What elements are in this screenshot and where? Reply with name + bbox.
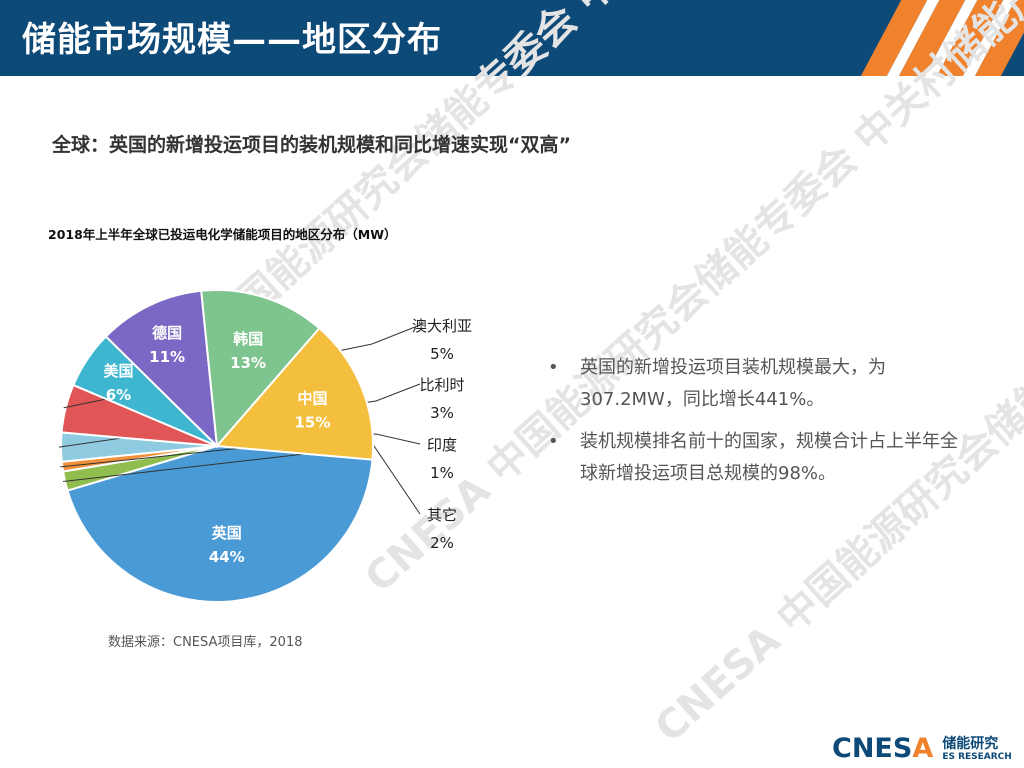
logo-mark: CNESA [832,733,934,764]
bullet-dot: • [548,431,559,452]
logo-cn: 储能研究 [942,735,999,752]
pie-slice [66,444,374,603]
slice-value-label: 44% [209,548,245,566]
slice-name-label: 英国 [212,524,242,542]
slice-value-label: 1% [430,464,454,482]
slice-name-label: 比利时 [419,376,464,394]
slice-name-label: 澳大利亚 [412,317,472,335]
header-banner: 储能市场规模——地区分布 [0,0,1024,76]
bullet-text: 装机规模排名前十的国家，规模合计占上半年全球新增投运项目总规模的98%。 [580,431,958,484]
slice-value-label: 2% [430,534,454,552]
leader-line [60,433,421,468]
bullet-item: • 英国的新增投运项目装机规模最大，为307.2MW，同比增长441%。 [548,352,968,416]
pie-slice [104,289,219,449]
logo-en: ES RESEARCH [942,751,1012,762]
slice-value-label: 3% [430,404,454,422]
bullet-dot: • [548,357,559,378]
bullet-item: • 装机规模排名前十的国家，规模合计占上半年全球新增投运项目总规模的98%。 [548,426,968,490]
slice-value-label: 15% [295,413,331,431]
page-title: 储能市场规模——地区分布 [22,20,442,60]
slice-name-label: 中国 [297,389,327,407]
chart-title: 2018年上半年全球已投运电化学储能项目的地区分布（MW） [48,227,397,242]
slice-name-label: 美国 [103,362,133,380]
pie-slice [200,289,321,449]
subheading: 全球：英国的新增投运项目的装机规模和同比增速实现“双高” [52,134,571,156]
bullet-list: • 英国的新增投运项目装机规模最大，为307.2MW，同比增长441%。 • 装… [548,352,968,500]
bullet-text: 英国的新增投运项目装机规模最大，为307.2MW，同比增长441%。 [580,357,886,410]
cnesa-logo: CNESA 储能研究 ES RESEARCH [832,733,1012,764]
slice-name-label: 德国 [152,324,182,342]
slice-name-label: 印度 [427,436,457,454]
slice-value-label: 5% [430,345,454,363]
slice-value-label: 13% [230,354,266,372]
slice-value-label: 11% [149,348,185,366]
pie-slice [214,326,374,461]
slice-value-label: 6% [106,386,131,404]
slice-name-label: 韩国 [233,330,263,348]
source-note: 数据来源：CNESA项目库，2018 [108,635,303,650]
slice-name-label: 其它 [427,506,457,524]
